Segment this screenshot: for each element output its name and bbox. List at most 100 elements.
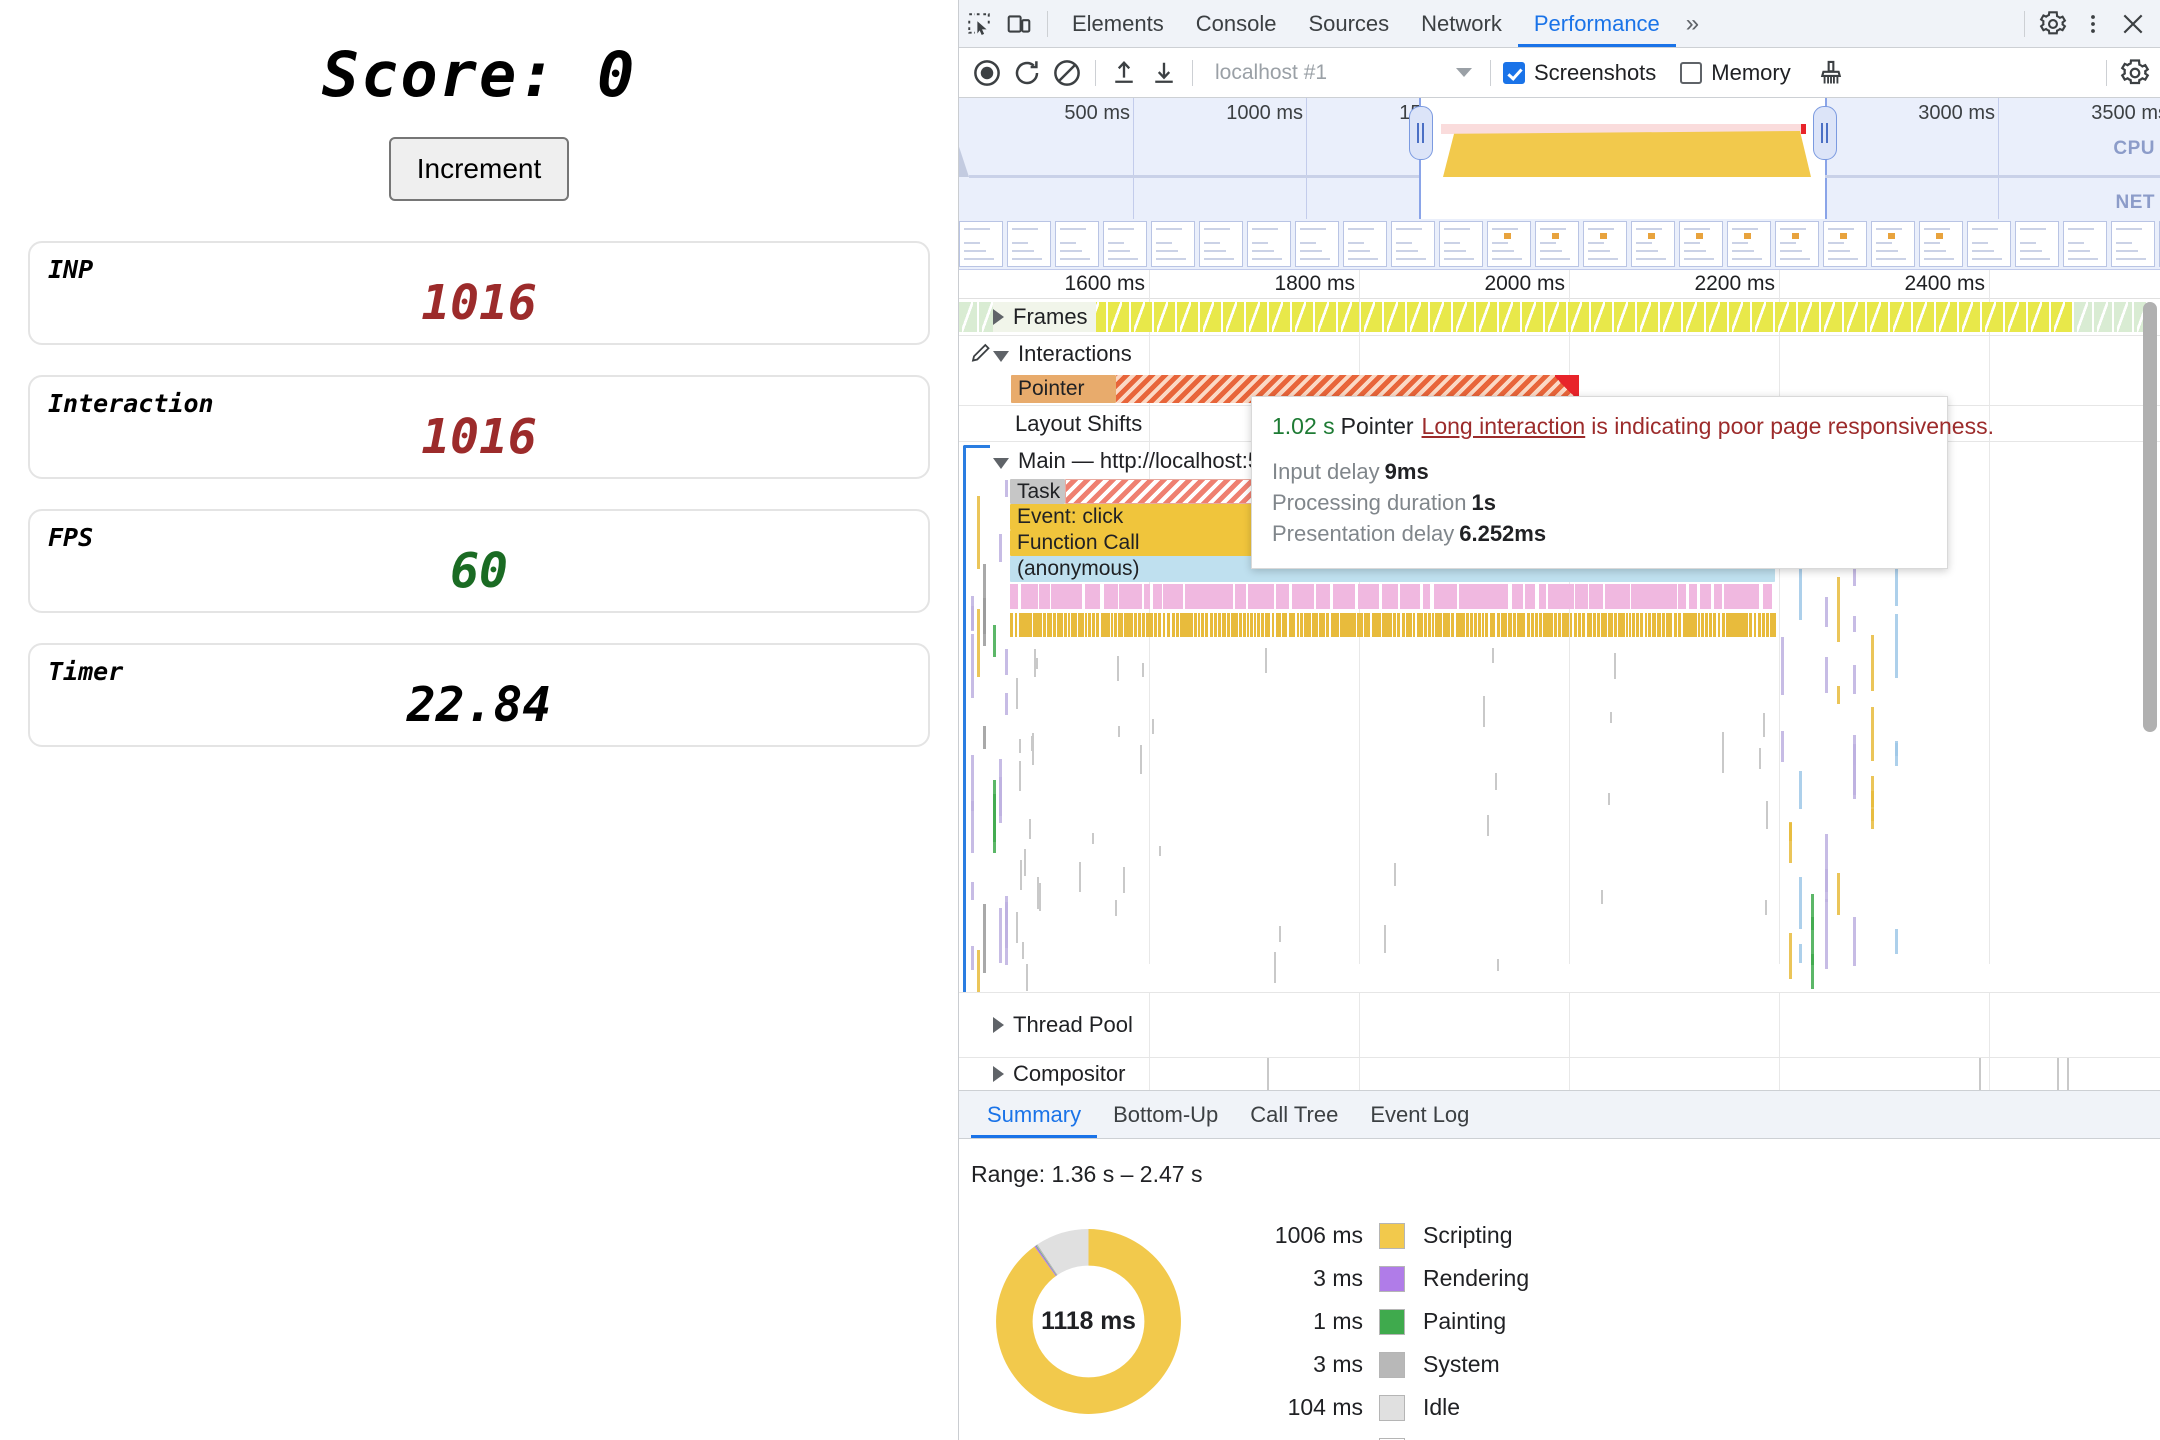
interaction-pointer-bar[interactable]: Pointer bbox=[1011, 375, 1116, 403]
frame-bar[interactable] bbox=[1913, 302, 1934, 332]
more-tabs-icon[interactable]: » bbox=[1676, 10, 1709, 38]
frame-bar[interactable] bbox=[2051, 302, 2072, 332]
screenshots-checkbox-row[interactable]: Screenshots bbox=[1503, 60, 1676, 86]
filmstrip-frame[interactable] bbox=[1295, 221, 1339, 267]
frame-bar[interactable] bbox=[1453, 302, 1474, 332]
filmstrip[interactable] bbox=[959, 219, 2160, 270]
timeline-overview[interactable]: 500 ms 1000 ms 1500 ms 2000 ms 2500 ms 3… bbox=[959, 98, 2160, 219]
edit-track-icon[interactable] bbox=[969, 341, 993, 370]
tab-call-tree[interactable]: Call Tree bbox=[1234, 1091, 1354, 1138]
track-compositor[interactable]: Compositor bbox=[959, 1057, 2160, 1090]
frame-bar[interactable] bbox=[1154, 302, 1175, 332]
overview-left-handle[interactable] bbox=[1409, 106, 1433, 160]
collect-garbage-icon[interactable] bbox=[1811, 53, 1851, 93]
recording-select[interactable]: localhost #1 bbox=[1207, 56, 1482, 90]
frame-bar[interactable] bbox=[1959, 302, 1980, 332]
filmstrip-frame[interactable] bbox=[1055, 221, 1099, 267]
legend-row-total[interactable]: 1118 ms Total bbox=[1228, 1429, 1529, 1440]
tooltip-link[interactable]: Long interaction bbox=[1422, 413, 1586, 439]
frame-bar[interactable] bbox=[1430, 302, 1451, 332]
memory-checkbox[interactable] bbox=[1680, 62, 1702, 84]
tab-elements[interactable]: Elements bbox=[1056, 0, 1180, 47]
track-label-main[interactable]: Main — http://localhost:517 bbox=[993, 445, 1285, 477]
track-thread-pool[interactable]: Thread Pool bbox=[959, 992, 2160, 1057]
tab-network[interactable]: Network bbox=[1405, 0, 1518, 47]
filmstrip-frame[interactable] bbox=[1919, 221, 1963, 267]
frame-bar[interactable] bbox=[1890, 302, 1911, 332]
flame-row-gold[interactable] bbox=[1010, 613, 1775, 637]
filmstrip-frame[interactable] bbox=[1007, 221, 1051, 267]
frame-bar[interactable] bbox=[1660, 302, 1681, 332]
filmstrip-frame[interactable] bbox=[1871, 221, 1915, 267]
legend-row-rendering[interactable]: 3 ms Rendering bbox=[1228, 1257, 1529, 1300]
filmstrip-frame[interactable] bbox=[1247, 221, 1291, 267]
frame-bar[interactable] bbox=[1338, 302, 1359, 332]
filmstrip-frame[interactable] bbox=[1487, 221, 1531, 267]
filmstrip-frame[interactable] bbox=[1103, 221, 1147, 267]
track-label-thread-pool[interactable]: Thread Pool bbox=[993, 993, 1133, 1057]
frame-bar[interactable] bbox=[1499, 302, 1520, 332]
legend-row-system[interactable]: 3 ms System bbox=[1228, 1343, 1529, 1386]
filmstrip-frame[interactable] bbox=[1343, 221, 1387, 267]
track-label-compositor[interactable]: Compositor bbox=[993, 1058, 1125, 1090]
frame-bar[interactable] bbox=[1476, 302, 1497, 332]
frame-bar[interactable] bbox=[1637, 302, 1658, 332]
frame-bar[interactable] bbox=[1522, 302, 1543, 332]
filmstrip-frame[interactable] bbox=[1775, 221, 1819, 267]
filmstrip-frame[interactable] bbox=[1151, 221, 1195, 267]
frame-bar[interactable] bbox=[1982, 302, 2003, 332]
frame-bar[interactable] bbox=[1108, 302, 1129, 332]
flame-chart[interactable]: ms 1600 ms 1800 ms 2000 ms 2200 ms 2400 … bbox=[959, 270, 2160, 992]
filmstrip-frame[interactable] bbox=[1967, 221, 2011, 267]
upload-profile-icon[interactable] bbox=[1104, 53, 1144, 93]
filmstrip-frame[interactable] bbox=[1679, 221, 1723, 267]
frame-bar[interactable] bbox=[1591, 302, 1612, 332]
filmstrip-frame[interactable] bbox=[1391, 221, 1435, 267]
legend-row-painting[interactable]: 1 ms Painting bbox=[1228, 1300, 1529, 1343]
frame-bar[interactable] bbox=[1568, 302, 1589, 332]
frame-bar[interactable] bbox=[1844, 302, 1865, 332]
frame-bar[interactable] bbox=[1729, 302, 1750, 332]
frame-bar[interactable] bbox=[1407, 302, 1428, 332]
filmstrip-frame[interactable] bbox=[1727, 221, 1771, 267]
tab-event-log[interactable]: Event Log bbox=[1354, 1091, 1485, 1138]
frame-bar[interactable] bbox=[1361, 302, 1382, 332]
frame-idle[interactable] bbox=[2114, 302, 2132, 332]
memory-checkbox-row[interactable]: Memory bbox=[1680, 60, 1810, 86]
frame-bar[interactable] bbox=[1545, 302, 1566, 332]
filmstrip-frame[interactable] bbox=[2111, 221, 2155, 267]
filmstrip-frame[interactable] bbox=[1199, 221, 1243, 267]
frame-bar[interactable] bbox=[1131, 302, 1152, 332]
flame-row-pink[interactable] bbox=[1010, 584, 1775, 609]
more-options-icon[interactable] bbox=[2073, 4, 2113, 44]
frames-strip[interactable] bbox=[959, 302, 2149, 332]
frame-idle[interactable] bbox=[2074, 302, 2092, 332]
filmstrip-frame[interactable] bbox=[2063, 221, 2107, 267]
capture-settings-gear-icon[interactable] bbox=[2115, 53, 2155, 93]
tab-performance[interactable]: Performance bbox=[1518, 0, 1676, 47]
device-toolbar-icon[interactable] bbox=[999, 4, 1039, 44]
filmstrip-frame[interactable] bbox=[959, 221, 1003, 267]
frame-bar[interactable] bbox=[1246, 302, 1267, 332]
close-icon[interactable] bbox=[2113, 4, 2153, 44]
frame-bar[interactable] bbox=[1821, 302, 1842, 332]
legend-row-scripting[interactable]: 1006 ms Scripting bbox=[1228, 1214, 1529, 1257]
frame-bar[interactable] bbox=[1200, 302, 1221, 332]
record-icon[interactable] bbox=[967, 53, 1007, 93]
filmstrip-frame[interactable] bbox=[1631, 221, 1675, 267]
frame-bar[interactable] bbox=[1867, 302, 1888, 332]
frame-bar[interactable] bbox=[1384, 302, 1405, 332]
track-label-interactions[interactable]: Interactions bbox=[993, 337, 1132, 371]
reload-and-record-icon[interactable] bbox=[1007, 53, 1047, 93]
frame-bar[interactable] bbox=[1177, 302, 1198, 332]
frame-bar[interactable] bbox=[1315, 302, 1336, 332]
frame-bar[interactable] bbox=[1614, 302, 1635, 332]
filmstrip-frame[interactable] bbox=[2015, 221, 2059, 267]
frame-bar[interactable] bbox=[1683, 302, 1704, 332]
flame-bar-task[interactable]: Task bbox=[1010, 479, 1065, 504]
tab-sources[interactable]: Sources bbox=[1292, 0, 1405, 47]
frame-bar[interactable] bbox=[1292, 302, 1313, 332]
flame-vertical-scrollbar[interactable] bbox=[2143, 302, 2157, 732]
filmstrip-frame[interactable] bbox=[1439, 221, 1483, 267]
screenshots-checkbox[interactable] bbox=[1503, 62, 1525, 84]
